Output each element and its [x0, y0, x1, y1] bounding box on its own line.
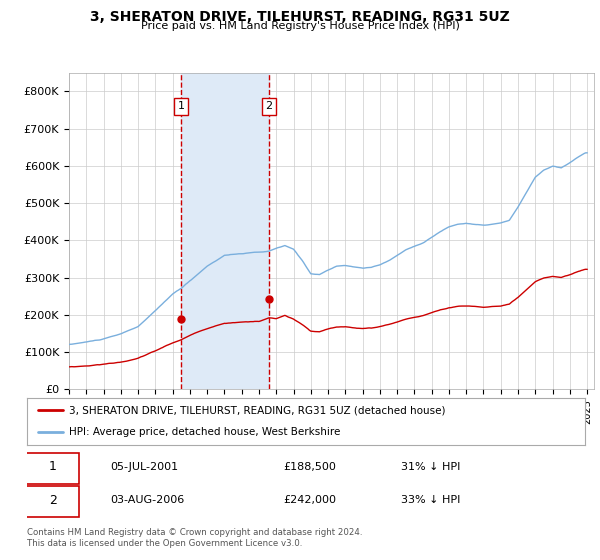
Text: 33% ↓ HPI: 33% ↓ HPI: [401, 495, 460, 505]
Text: 2: 2: [265, 101, 272, 111]
Text: £242,000: £242,000: [284, 495, 337, 505]
FancyBboxPatch shape: [26, 453, 79, 484]
Text: HPI: Average price, detached house, West Berkshire: HPI: Average price, detached house, West…: [69, 427, 340, 437]
Text: 03-AUG-2006: 03-AUG-2006: [111, 495, 185, 505]
Text: 2: 2: [49, 494, 56, 507]
FancyBboxPatch shape: [26, 487, 79, 517]
Text: 05-JUL-2001: 05-JUL-2001: [111, 462, 179, 472]
Text: 3, SHERATON DRIVE, TILEHURST, READING, RG31 5UZ (detached house): 3, SHERATON DRIVE, TILEHURST, READING, R…: [69, 405, 445, 416]
Text: 3, SHERATON DRIVE, TILEHURST, READING, RG31 5UZ: 3, SHERATON DRIVE, TILEHURST, READING, R…: [90, 10, 510, 24]
Text: Contains HM Land Registry data © Crown copyright and database right 2024.
This d: Contains HM Land Registry data © Crown c…: [27, 528, 362, 548]
Text: 1: 1: [49, 460, 56, 473]
Text: 31% ↓ HPI: 31% ↓ HPI: [401, 462, 460, 472]
Text: Price paid vs. HM Land Registry's House Price Index (HPI): Price paid vs. HM Land Registry's House …: [140, 21, 460, 31]
Text: 1: 1: [178, 101, 185, 111]
Text: £188,500: £188,500: [284, 462, 337, 472]
Bar: [181, 73, 269, 389]
